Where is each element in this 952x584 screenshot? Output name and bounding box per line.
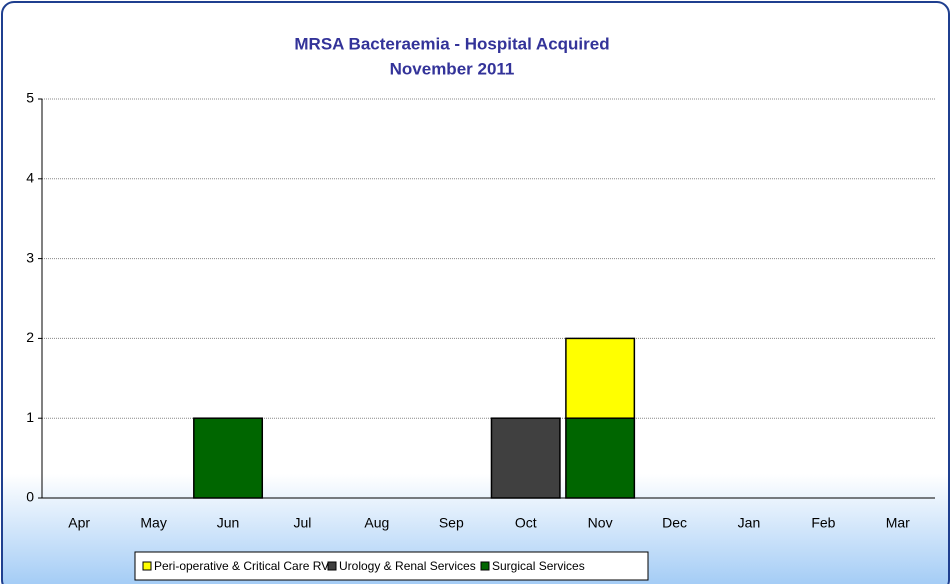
x-tick-label: Apr xyxy=(68,515,90,531)
x-tick-label: Mar xyxy=(886,515,910,531)
chart-subtitle: November 2011 xyxy=(390,59,515,78)
x-tick-label: Aug xyxy=(364,515,389,531)
y-tick-label: 5 xyxy=(26,90,34,106)
x-tick-label: Dec xyxy=(662,515,687,531)
bar-segment xyxy=(490,417,561,499)
bar-segment xyxy=(565,417,636,499)
legend-text: Peri-operative & Critical Care RVI xyxy=(154,559,333,573)
legend-swatch xyxy=(327,561,337,571)
x-tick-label: Sep xyxy=(439,515,464,531)
y-tick-label: 3 xyxy=(26,249,34,265)
x-tick-label: Oct xyxy=(515,515,537,531)
x-tick-label: Jun xyxy=(217,515,240,531)
bar-segment xyxy=(565,337,636,419)
y-tick-label: 0 xyxy=(26,489,34,505)
x-tick-label: May xyxy=(140,515,166,531)
legend-swatch xyxy=(142,561,152,571)
legend-text: Surgical Services xyxy=(492,559,585,573)
x-tick-label: Feb xyxy=(811,515,835,531)
y-tick-label: 4 xyxy=(26,170,34,186)
legend-swatch xyxy=(480,561,490,571)
legend-box xyxy=(134,551,649,581)
x-tick-label: Jul xyxy=(294,515,312,531)
x-tick-label: Jan xyxy=(738,515,761,531)
bar-segment xyxy=(193,417,264,499)
x-tick-label: Nov xyxy=(588,515,613,531)
chart-title: MRSA Bacteraemia - Hospital Acquired xyxy=(294,34,609,53)
legend-text: Urology & Renal Services xyxy=(339,559,476,573)
y-tick-label: 1 xyxy=(26,409,34,425)
y-tick-label: 2 xyxy=(26,329,34,345)
